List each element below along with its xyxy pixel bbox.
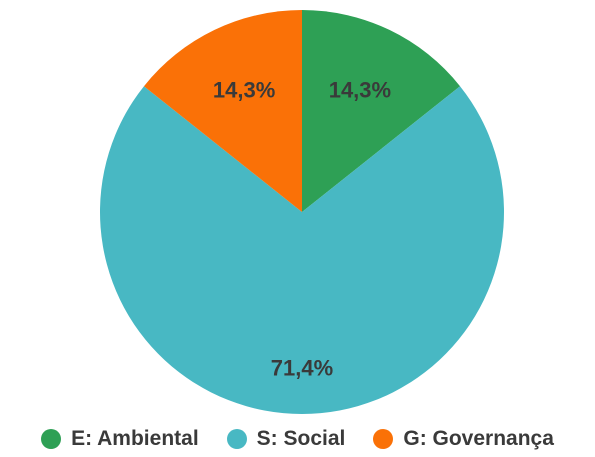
legend-label-social: S: Social	[256, 427, 346, 450]
legend-item-ambiental: E: Ambiental	[41, 427, 199, 451]
legend-item-social: S: Social	[226, 427, 346, 451]
legend-swatch-governanca	[373, 429, 394, 449]
slice-label-social: 71,4%	[271, 355, 333, 380]
legend-label-ambiental: E: Ambiental	[71, 427, 199, 450]
legend-item-governanca: G: Governança	[373, 427, 554, 451]
pie-chart-svg: 14,3% 71,4% 14,3%	[100, 10, 504, 414]
pie-slice-ambiental	[302, 10, 461, 212]
legend-swatch-ambiental	[41, 429, 62, 449]
pie-slice-governanca	[143, 10, 302, 212]
chart-legend: E: Ambiental S: Social G: Governança	[0, 424, 595, 454]
pie-slice-social	[100, 86, 504, 414]
legend-label-governanca: G: Governança	[403, 427, 554, 450]
slice-label-ambiental: 14,3%	[329, 78, 391, 103]
slice-label-governanca: 14,3%	[213, 78, 275, 103]
legend-swatch-social	[226, 429, 247, 449]
